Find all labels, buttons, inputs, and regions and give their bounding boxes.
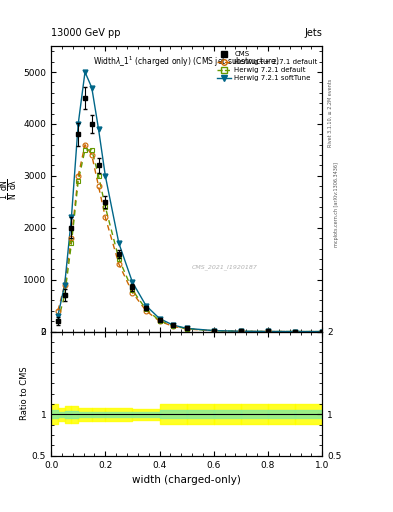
Text: mcplots.cern.ch [arXiv:1306.3436]: mcplots.cern.ch [arXiv:1306.3436] [334,162,339,247]
Text: Rivet 3.1.10, ≥ 2.2M events: Rivet 3.1.10, ≥ 2.2M events [328,78,333,147]
Text: 13000 GeV pp: 13000 GeV pp [51,28,121,38]
Y-axis label: Ratio to CMS: Ratio to CMS [20,367,29,420]
Text: Width$\lambda\_1^1$ (charged only) (CMS jet substructure): Width$\lambda\_1^1$ (charged only) (CMS … [93,55,280,69]
Text: Jets: Jets [305,28,322,38]
X-axis label: width (charged-only): width (charged-only) [132,475,241,485]
Text: CMS_2021_I1920187: CMS_2021_I1920187 [192,265,258,270]
Legend: CMS, Herwig++ 2.7.1 default, Herwig 7.2.1 default, Herwig 7.2.1 softTune: CMS, Herwig++ 2.7.1 default, Herwig 7.2.… [216,50,319,82]
Y-axis label: $\frac{1}{\rm N}\,\frac{{\rm d}N}{{\rm d}\lambda}$: $\frac{1}{\rm N}\,\frac{{\rm d}N}{{\rm d… [0,178,20,200]
